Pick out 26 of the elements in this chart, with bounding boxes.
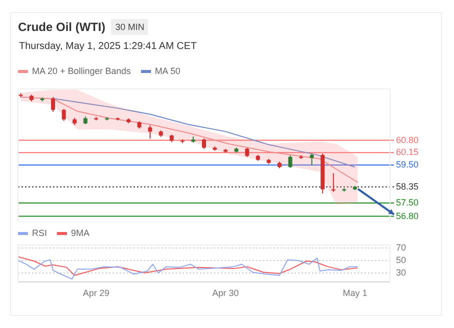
- text: 30 MIN: [111, 19, 148, 35]
- legend-label: 9MA: [71, 228, 90, 238]
- y-tick-label: 60.15: [396, 147, 419, 158]
- y-tick-label: 58.35: [396, 181, 419, 192]
- candlestick: [62, 108, 66, 122]
- candlestick: [51, 96, 56, 112]
- candlestick: [310, 153, 314, 166]
- y-tick-label: 56.80: [396, 210, 419, 221]
- candlestick: [288, 155, 292, 168]
- x-tick-label: Apr 30: [212, 288, 239, 298]
- x-tick-label: Apr 29: [82, 288, 110, 298]
- legend-label: RSI: [32, 228, 48, 238]
- candlestick: [202, 138, 206, 150]
- chart-subtitle: Thursday, May 1, 2025 1:29:41 AM CET: [19, 41, 197, 52]
- x-tick-label: May 1: [342, 288, 368, 298]
- y-tick-label: 50: [396, 254, 406, 265]
- y-tick-label: 30: [396, 267, 406, 278]
- candlestick: [148, 124, 152, 140]
- y-tick-label: 70: [396, 242, 406, 253]
- y-tick-label: 60.80: [396, 134, 419, 145]
- chart-title: Crude Oil (WTI): [18, 20, 106, 34]
- candlestick: [245, 147, 250, 158]
- legend-label: MA 20 + Bollinger Bands: [32, 66, 131, 76]
- legend-label: MA 50: [154, 66, 180, 76]
- y-tick-label: 59.50: [396, 159, 419, 170]
- y-tick-label: 57.50: [396, 197, 419, 208]
